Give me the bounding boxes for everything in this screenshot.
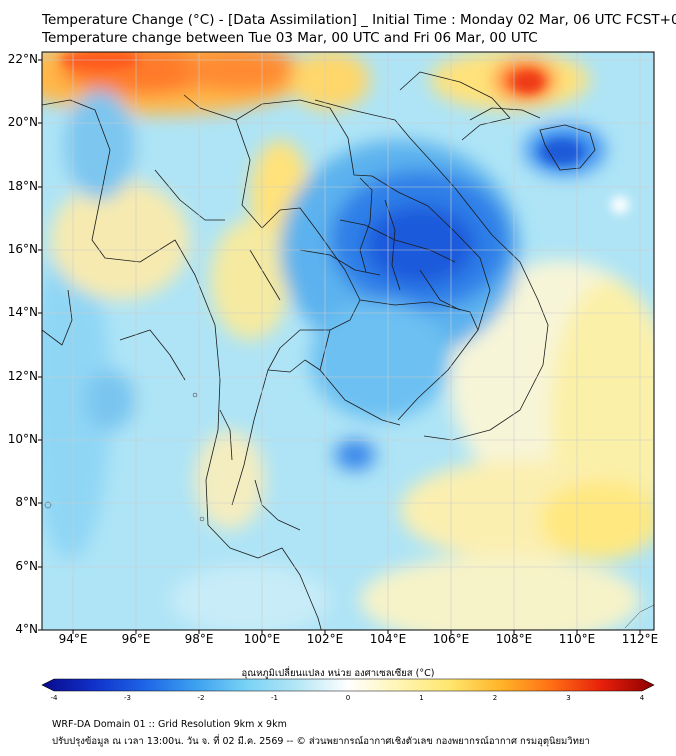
lat-label-20n: 20°N xyxy=(7,115,38,129)
lat-label-18n: 18°N xyxy=(7,179,38,193)
lat-label-22n: 22°N xyxy=(7,52,38,66)
graticule xyxy=(42,52,654,630)
lon-label-108e: 108°E xyxy=(495,632,533,646)
lon-label-100e: 100°E xyxy=(243,632,281,646)
colorbar-tick: 3 xyxy=(566,694,571,702)
colorbar-tick: 4 xyxy=(639,694,645,702)
colorbar-bar xyxy=(41,678,655,692)
colorbar-label: อุณหภูมิเปลี่ยนแปลง หน่วย องศาเซลเซียส (… xyxy=(241,668,435,679)
country-borders xyxy=(42,71,596,630)
map-title: Temperature Change (°C) - [Data Assimila… xyxy=(42,12,676,28)
temperature-field xyxy=(42,52,654,630)
colorbar xyxy=(41,678,655,692)
lat-label-10n: 10°N xyxy=(7,432,38,446)
lon-label-96e: 96°E xyxy=(121,632,151,646)
lon-label-110e: 110°E xyxy=(558,632,596,646)
lat-label-4n: 4°N xyxy=(15,622,38,636)
lon-label-98e: 98°E xyxy=(184,632,214,646)
colorbar-tick: -4 xyxy=(50,694,58,702)
colorbar-tick: -3 xyxy=(124,694,131,702)
lon-label-112e: 112°E xyxy=(621,632,659,646)
colorbar-tick: 2 xyxy=(492,694,498,702)
lon-label-104e: 104°E xyxy=(369,632,407,646)
footer-update-info: ปรับปรุงข้อมูล ณ เวลา 13:00น. วัน จ. ที่… xyxy=(52,736,590,747)
map-frame xyxy=(41,51,655,631)
lat-label-16n: 16°N xyxy=(7,242,38,256)
lon-label-102e: 102°E xyxy=(306,632,344,646)
lat-label-12n: 12°N xyxy=(7,369,38,383)
colorbar-tick: -1 xyxy=(271,694,278,702)
lat-label-6n: 6°N xyxy=(15,559,38,573)
lat-label-14n: 14°N xyxy=(7,305,38,319)
colorbar-tick: 1 xyxy=(419,694,424,702)
footer-model-info: WRF-DA Domain 01 :: Grid Resolution 9km … xyxy=(52,719,287,730)
colorbar-tick: -2 xyxy=(197,694,205,702)
axis-ticks xyxy=(38,59,641,634)
lon-label-106e: 106°E xyxy=(432,632,470,646)
lat-label-8n: 8°N xyxy=(15,495,38,509)
colorbar-tick: 0 xyxy=(345,694,351,702)
lon-label-94e: 94°E xyxy=(58,632,88,646)
map-subtitle: Temperature change between Tue 03 Mar, 0… xyxy=(42,30,538,46)
